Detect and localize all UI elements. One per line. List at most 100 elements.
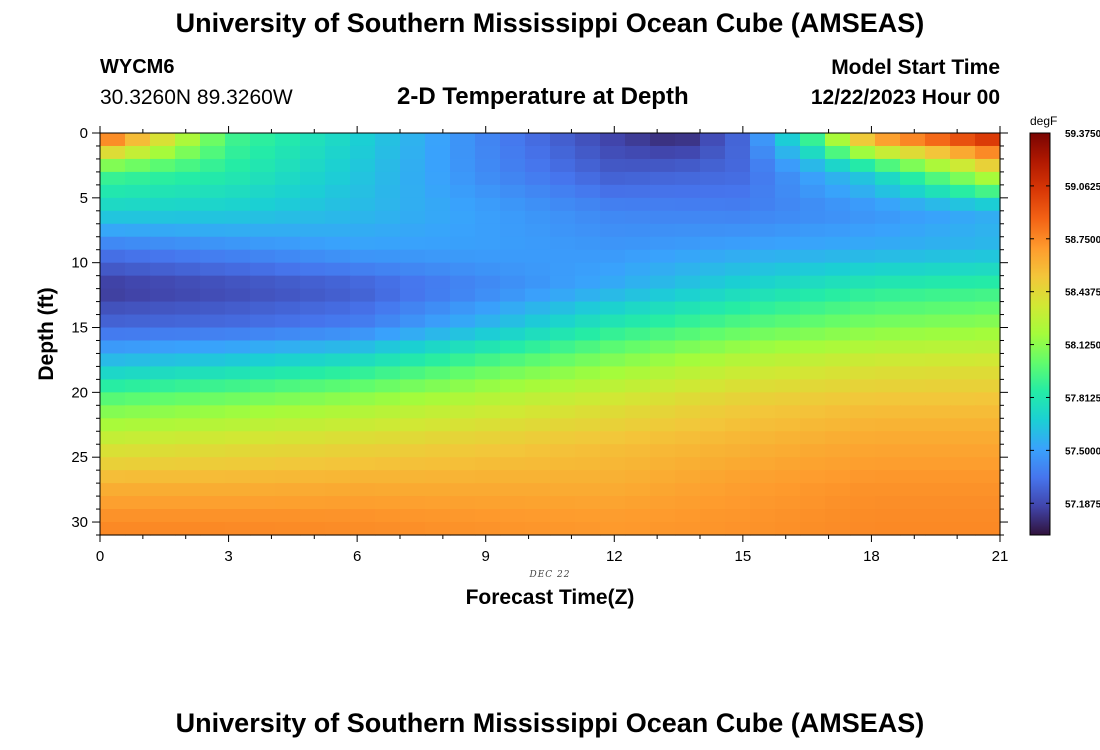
heatmap-cell — [150, 327, 176, 342]
heatmap-cell — [500, 522, 526, 536]
heatmap-cell — [725, 262, 751, 277]
heatmap-cell — [225, 184, 251, 199]
heatmap-cell — [225, 223, 251, 238]
heatmap-cell — [375, 444, 401, 458]
heatmap-cell — [225, 483, 251, 497]
heatmap-cell — [975, 236, 1001, 251]
heatmap-cell — [425, 210, 451, 225]
heatmap-cell — [500, 405, 526, 419]
heatmap-cell — [100, 314, 126, 329]
heatmap-cell — [200, 133, 226, 147]
heatmap-cell — [125, 509, 151, 523]
heatmap-cell — [750, 133, 776, 147]
heatmap-cell — [925, 158, 951, 173]
station-id: WYCM6 — [100, 56, 175, 78]
heatmap-cell — [850, 431, 876, 445]
heatmap-cell — [525, 249, 551, 264]
heatmap-cell — [975, 457, 1001, 471]
heatmap-cell — [350, 431, 376, 445]
heatmap-cell — [875, 314, 901, 329]
heatmap-cell — [100, 457, 126, 471]
heatmap-cell — [400, 171, 426, 186]
heatmap-cell — [375, 275, 401, 290]
heatmap-cell — [500, 509, 526, 523]
heatmap-cell — [825, 197, 851, 212]
heatmap-cell — [425, 158, 451, 173]
heatmap-cell — [650, 483, 676, 497]
heatmap-cell — [250, 457, 276, 471]
heatmap-cell — [775, 223, 801, 238]
heatmap-cell — [600, 496, 626, 510]
heatmap-cell — [175, 366, 201, 380]
heatmap-cell — [975, 275, 1001, 290]
heatmap-cell — [425, 327, 451, 342]
heatmap-cell — [525, 145, 551, 160]
heatmap-cell — [275, 171, 301, 186]
heatmap-cell — [325, 249, 351, 264]
heatmap-cell — [500, 288, 526, 303]
heatmap-cell — [700, 509, 726, 523]
heatmap-cell — [125, 470, 151, 484]
chart-subtitle: 2-D Temperature at Depth — [397, 83, 689, 110]
heatmap-cell — [175, 379, 201, 393]
heatmap-cell — [675, 262, 701, 277]
heatmap-cell — [250, 392, 276, 406]
heatmap-cell — [100, 184, 126, 199]
heatmap-cell — [975, 197, 1001, 212]
heatmap-cell — [675, 470, 701, 484]
heatmap-cell — [575, 275, 601, 290]
heatmap-cell — [350, 379, 376, 393]
heatmap-cell — [475, 275, 501, 290]
heatmap-cell — [975, 353, 1001, 368]
heatmap-cell — [575, 158, 601, 173]
heatmap-cell — [975, 327, 1001, 342]
heatmap-cell — [800, 392, 826, 406]
heatmap-cell — [900, 133, 926, 147]
heatmap-cell — [425, 301, 451, 316]
heatmap-cell — [275, 392, 301, 406]
axis-tick-labels: 0 3 6 9 12 15 18 21 0 5 10 15 20 25 30 — [71, 125, 1008, 565]
heatmap-cell — [175, 262, 201, 277]
heatmap-cell — [900, 340, 926, 355]
heatmap-cell — [325, 197, 351, 212]
heatmap-cell — [175, 171, 201, 186]
heatmap-cell — [950, 405, 976, 419]
heatmap-cell — [625, 301, 651, 316]
heatmap-cell — [650, 366, 676, 380]
colorbar: degF 59.3750 59.0625 58.7500 58.4375 58.1250… — [1029, 114, 1100, 536]
heatmap-cell — [700, 340, 726, 355]
heatmap-cell — [750, 353, 776, 368]
heatmap-cell — [175, 249, 201, 264]
heatmap-cell — [475, 327, 501, 342]
heatmap-cell — [550, 249, 576, 264]
heatmap-cell — [675, 483, 701, 497]
heatmap-cell — [475, 288, 501, 303]
heatmap-cell — [400, 392, 426, 406]
heatmap-cell — [825, 249, 851, 264]
heatmap-cell — [950, 353, 976, 368]
heatmap-cell — [200, 457, 226, 471]
heatmap-cell — [600, 158, 626, 173]
heatmap-cell — [425, 392, 451, 406]
heatmap-cell — [800, 470, 826, 484]
heatmap-cell — [175, 405, 201, 419]
heatmap-cell — [350, 470, 376, 484]
heatmap-cell — [800, 171, 826, 186]
x-tick-label: 12 — [606, 548, 623, 565]
heatmap-cell — [775, 353, 801, 368]
heatmap-cell — [125, 171, 151, 186]
heatmap-cell — [400, 314, 426, 329]
heatmap-cell — [900, 158, 926, 173]
heatmap-cell — [150, 184, 176, 199]
heatmap-cell — [650, 314, 676, 329]
heatmap-cell — [650, 236, 676, 251]
heatmap-cell — [325, 392, 351, 406]
heatmap-cell — [200, 210, 226, 225]
heatmap-cell — [200, 262, 226, 277]
heatmap-cell — [975, 262, 1001, 277]
heatmap-cell — [775, 483, 801, 497]
heatmap-cell — [275, 444, 301, 458]
heatmap-cell — [950, 418, 976, 432]
heatmap-cell — [950, 340, 976, 355]
